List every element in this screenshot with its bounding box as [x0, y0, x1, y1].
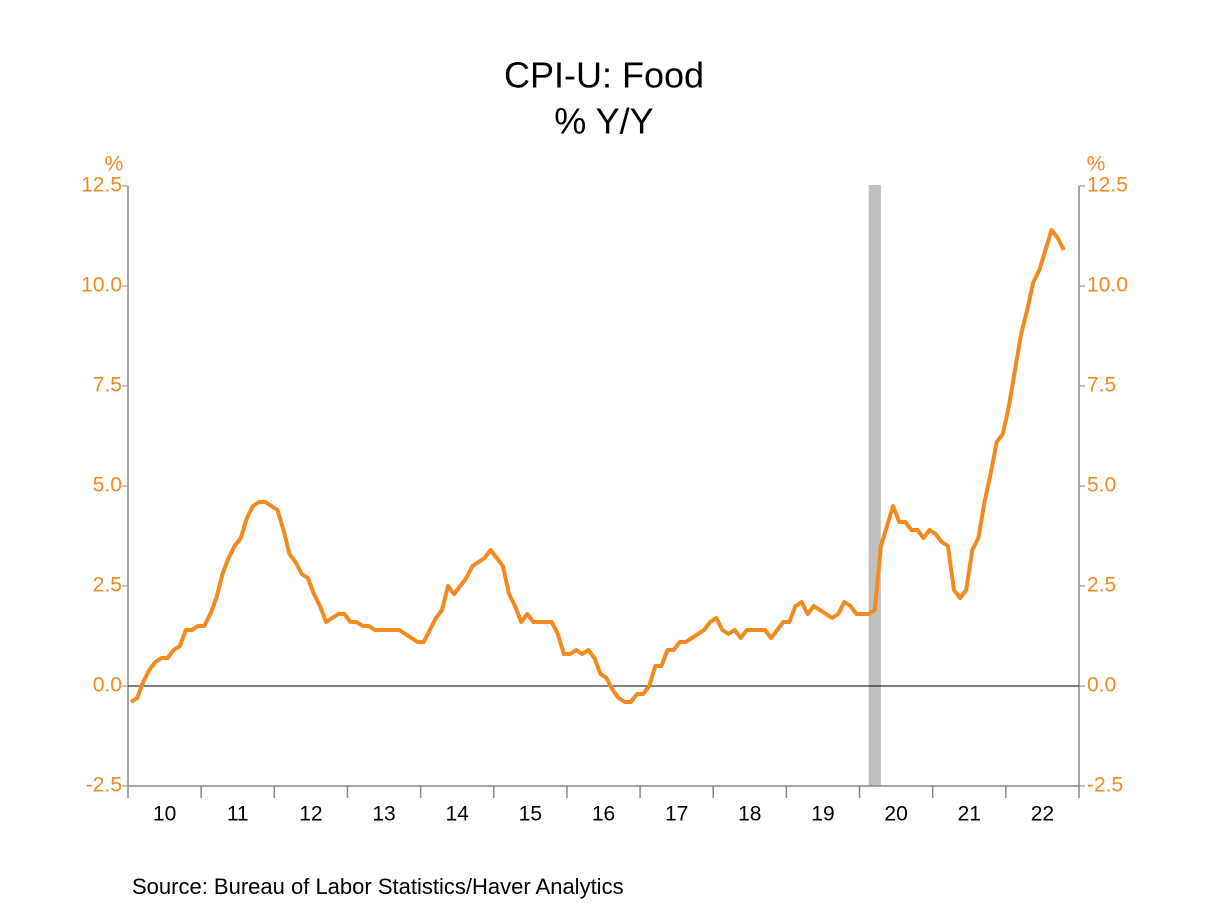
- x-tick-label: 20: [884, 803, 907, 826]
- y-tick-label: 7.5: [93, 374, 122, 397]
- chart-subtitle: % Y/Y: [554, 101, 653, 142]
- x-tick-label: 12: [299, 803, 322, 826]
- y-tick-label: 2.5: [93, 574, 122, 597]
- recession-band: [868, 185, 881, 786]
- y-tick-label: 10.0: [81, 274, 122, 297]
- x-tick-label: 11: [227, 803, 249, 826]
- x-tick-label: 21: [958, 803, 981, 826]
- x-tick-label: 16: [592, 803, 615, 826]
- y2-tick-label: 10.0: [1087, 274, 1128, 297]
- source-note: Source: Bureau of Labor Statistics/Haver…: [132, 874, 624, 899]
- data-line: [129, 228, 1066, 704]
- y2-tick-label: 12.5: [1087, 174, 1128, 197]
- x-tick-label: 22: [1031, 803, 1054, 826]
- x-tick-label: 15: [519, 803, 542, 826]
- chart-title: CPI-U: Food: [504, 55, 704, 96]
- x-tick-label: 13: [372, 803, 395, 826]
- x-tick-label: 17: [665, 803, 688, 826]
- x-tick-label: 19: [811, 803, 834, 826]
- y-tick-label: 5.0: [93, 474, 122, 497]
- y2-tick-label: 7.5: [1087, 374, 1116, 397]
- x-tick-label: 14: [446, 803, 470, 826]
- y2-tick-label: 0.0: [1087, 674, 1116, 697]
- x-tick-label: 18: [738, 803, 761, 826]
- y-axis-label: %: [105, 153, 124, 176]
- y2-tick-label: -2.5: [1087, 774, 1123, 797]
- y2-tick-label: 5.0: [1087, 474, 1116, 497]
- y2-axis-label: %: [1087, 153, 1106, 176]
- y-tick-label: 0.0: [93, 674, 122, 697]
- y2-tick-label: 2.5: [1087, 574, 1116, 597]
- y-tick-label: 12.5: [81, 174, 122, 197]
- x-tick-label: 10: [153, 803, 176, 826]
- y-tick-label: -2.5: [86, 774, 122, 797]
